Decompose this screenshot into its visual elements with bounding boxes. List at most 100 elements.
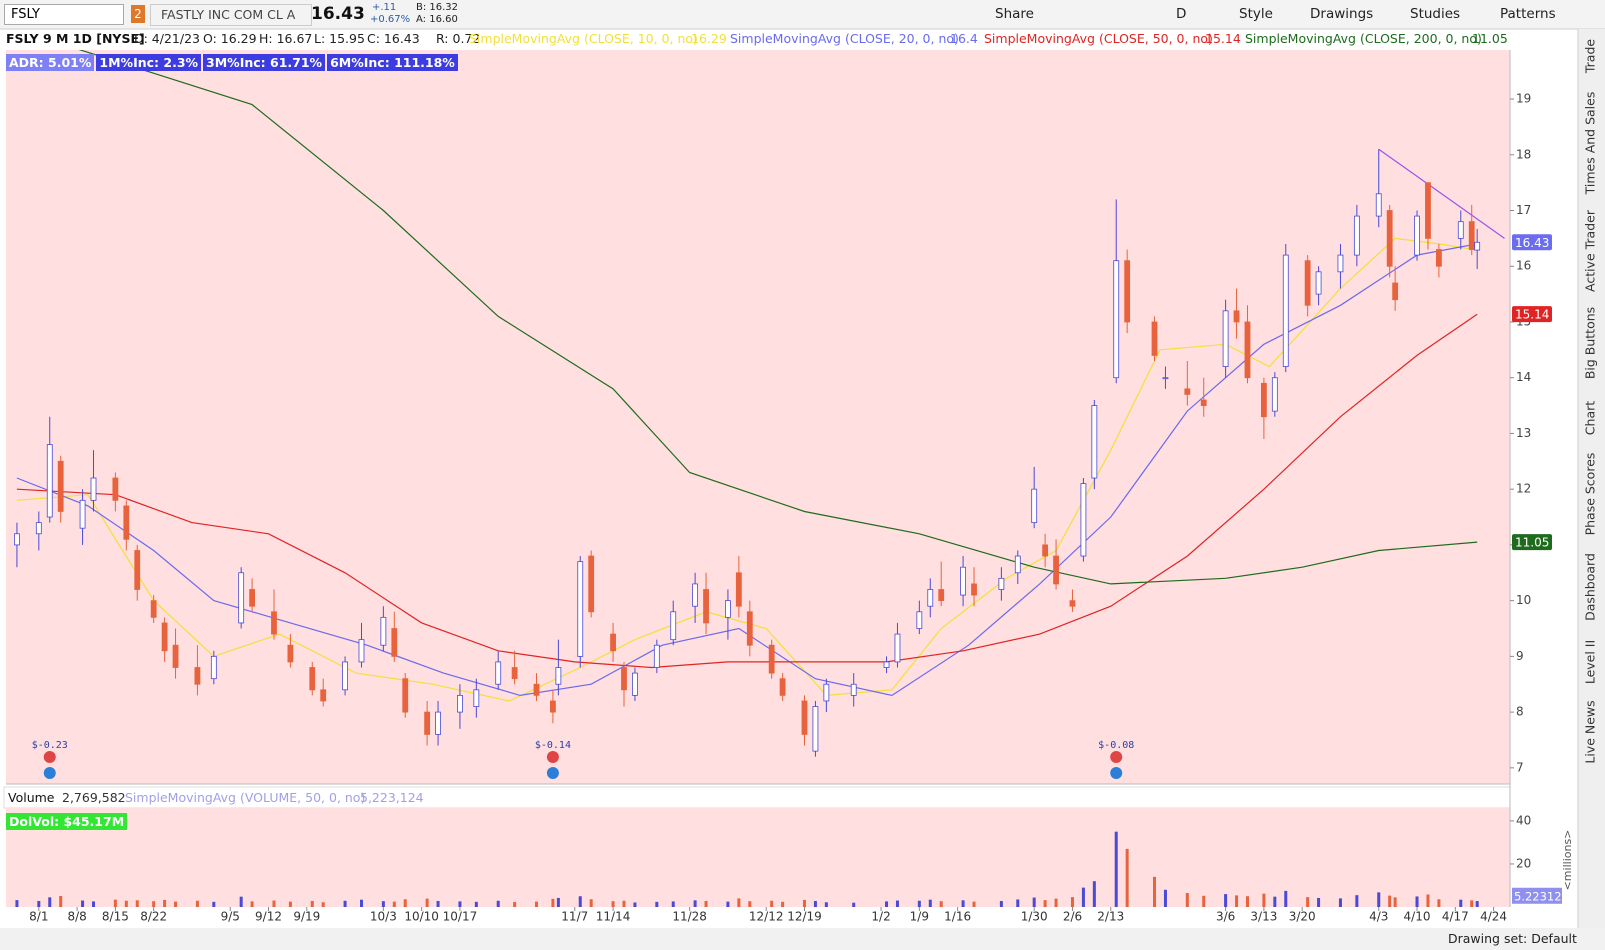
volume-bar <box>163 899 167 907</box>
volume-bar <box>113 899 117 907</box>
symbol-input[interactable]: FSLY <box>4 4 124 25</box>
dolvol-badge: DolVol: $45.17M <box>6 813 128 830</box>
x-tick-label: 4/24 <box>1480 910 1507 924</box>
volume-bar <box>1070 897 1074 907</box>
candle-body <box>555 667 562 685</box>
side-tab[interactable]: Live News <box>1583 700 1598 763</box>
candle-body <box>1031 488 1038 524</box>
toolbar-button[interactable]: Style <box>1239 6 1273 22</box>
volume-avg-badge-bg <box>1512 887 1562 904</box>
candle-body <box>1260 382 1267 418</box>
y-tick-label: 8 <box>1516 705 1524 719</box>
candle-body <box>14 533 20 546</box>
volume-panel <box>6 808 1510 907</box>
candle-body <box>725 600 731 618</box>
volume-bar <box>1284 890 1288 907</box>
x-tick-label: 10/17 <box>443 910 478 924</box>
candle-body <box>1375 193 1382 217</box>
candle-body <box>1282 254 1289 367</box>
candle-body <box>1053 555 1059 585</box>
price-badge-bg <box>1512 234 1552 251</box>
toolbar-button[interactable]: D <box>1176 6 1187 22</box>
stat-badge: ADR: 5.01% <box>6 54 95 71</box>
volume-bar <box>458 901 462 907</box>
candle-body <box>1069 600 1076 607</box>
y-tick-label: 12 <box>1516 482 1531 496</box>
candle-body <box>653 644 660 668</box>
candle-body <box>812 706 819 752</box>
candle-body <box>1080 483 1087 557</box>
candle-body <box>779 678 786 696</box>
side-tab[interactable]: Times And Sales <box>1583 92 1598 196</box>
volume-bar <box>1224 894 1228 907</box>
candle-body <box>823 683 830 702</box>
volume-bar <box>551 898 555 907</box>
x-tick-label: 8/22 <box>140 910 167 924</box>
toolbar-button[interactable]: Share <box>995 6 1034 22</box>
side-tabs-bg <box>1578 29 1605 928</box>
side-tab[interactable]: Trade <box>1583 39 1598 75</box>
last-price: 16.43 <box>311 4 365 24</box>
side-tab[interactable]: Dashboard <box>1583 553 1598 621</box>
y-tick-label: 19 <box>1516 92 1531 106</box>
candle-body <box>1184 388 1191 395</box>
side-tab[interactable]: Phase Scores <box>1583 453 1598 536</box>
earnings-icon <box>1110 767 1123 779</box>
candle-body <box>938 589 945 602</box>
candle-body <box>916 611 923 629</box>
candle-body <box>1315 271 1322 295</box>
candle-body <box>670 611 677 641</box>
candle-body <box>533 683 540 696</box>
x-tick-label: 12/19 <box>787 910 822 924</box>
stat-badge: 3M%Inc: 61.71% <box>203 54 326 71</box>
y-tick-label: 13 <box>1516 426 1531 440</box>
volume-bar <box>195 900 199 907</box>
ohlc-field: C: 16.43 <box>367 31 420 46</box>
study-value: 16.29 <box>691 31 727 46</box>
volume-bar <box>343 900 347 907</box>
y-tick-label: 16 <box>1516 259 1531 273</box>
candle-body <box>1222 310 1229 367</box>
stat-badge: 6M%Inc: 111.18% <box>327 54 458 71</box>
x-tick-label: 1/30 <box>1021 910 1048 924</box>
toolbar-button[interactable]: Studies <box>1410 6 1461 22</box>
volume-bar <box>1163 889 1167 907</box>
candle-body <box>511 667 518 680</box>
volume-bar <box>1415 896 1419 907</box>
candle-body <box>971 583 977 596</box>
side-tab[interactable]: Active Trader <box>1583 209 1598 292</box>
volume-bar <box>403 899 407 907</box>
side-tab[interactable]: Big Buttons <box>1583 307 1598 379</box>
volume-bar <box>622 900 626 907</box>
toolbar-button[interactable]: Drawings <box>1310 6 1374 22</box>
volume-bar <box>737 898 741 907</box>
candle-body <box>495 661 502 685</box>
volume-bar <box>535 901 539 907</box>
x-tick-label: 4/10 <box>1404 910 1431 924</box>
volume-bar <box>59 896 63 907</box>
volume-bar <box>272 900 276 907</box>
volume-bar <box>250 901 254 907</box>
volume-bar <box>1306 897 1310 907</box>
volume-bar <box>824 902 828 907</box>
candle-body <box>194 667 201 685</box>
candle-body <box>894 633 901 663</box>
side-tab[interactable]: Level II <box>1583 640 1598 684</box>
volume-bar <box>1185 893 1189 907</box>
ohlc-field: R: 0.72 <box>436 31 481 46</box>
volume-label: Volume <box>8 790 55 805</box>
candle-body <box>1414 215 1420 256</box>
volume-bar <box>1235 895 1239 907</box>
toolbar-button[interactable]: Patterns <box>1500 6 1556 22</box>
volume-bar <box>310 900 314 907</box>
volume-unit: <millions> <box>1561 830 1574 891</box>
link-number[interactable]: 2 <box>131 5 145 23</box>
side-tab[interactable]: Chart <box>1583 401 1598 435</box>
volume-value: 2,769,582 <box>62 790 126 805</box>
drawing-set[interactable]: Drawing set: Default <box>1448 931 1577 946</box>
candle-body <box>358 639 365 663</box>
volume-tick-label: 40 <box>1516 813 1531 827</box>
x-tick-label: 8/15 <box>102 910 129 924</box>
candle-body <box>1304 260 1311 306</box>
